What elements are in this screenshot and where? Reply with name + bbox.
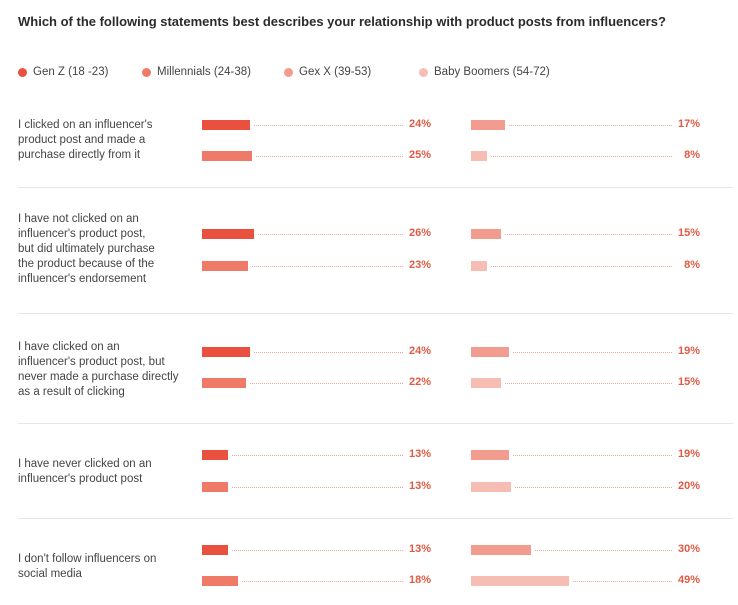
leader-gen-x-row-3 [513, 352, 672, 353]
bar-boomers-row-4 [471, 482, 511, 492]
legend-label-boomers: Baby Boomers (54-72) [434, 66, 550, 78]
value-label-millennials-row-5: 18% [408, 574, 431, 586]
bar-gen-z-row-5 [202, 545, 228, 555]
leader-gen-x-row-5 [535, 550, 672, 551]
row-label-line: influencer's product post, but [18, 356, 165, 368]
value-label-millennials-row-3: 22% [408, 376, 431, 388]
bar-boomers-row-5 [471, 576, 569, 586]
value-label-millennials-row-4: 13% [408, 480, 431, 492]
leader-millennials-row-2 [252, 266, 403, 267]
value-label-millennials-row-1: 25% [408, 149, 431, 161]
legend-label-millennials: Millennials (24-38) [157, 66, 251, 78]
leader-gen-z-row-3 [254, 352, 403, 353]
row-label-line: but did ultimately purchase [18, 243, 155, 255]
bar-millennials-row-5 [202, 576, 238, 586]
leader-gen-z-row-4 [232, 455, 403, 456]
leader-gen-z-row-5 [232, 550, 403, 551]
leader-boomers-row-4 [515, 487, 672, 488]
legend-item-gen-z: Gen Z (18 -23) [18, 66, 108, 78]
value-label-gen-z-row-5: 13% [408, 543, 431, 555]
bar-boomers-row-1 [471, 151, 487, 161]
leader-gen-x-row-2 [505, 234, 672, 235]
row-label-5: I don't follow influencers on social medi… [18, 552, 188, 582]
bar-gen-z-row-3 [202, 347, 250, 357]
row-label-2: I have not clicked on an influencer's pro… [18, 212, 188, 287]
row-divider-4 [18, 518, 733, 519]
bar-gen-z-row-2 [202, 229, 254, 239]
legend-swatch-boomers [419, 67, 428, 77]
bar-boomers-row-3 [471, 378, 501, 388]
bar-millennials-row-4 [202, 482, 228, 492]
value-label-boomers-row-5: 49% [677, 574, 700, 586]
bar-millennials-row-1 [202, 151, 252, 161]
leader-gen-z-row-2 [258, 234, 403, 235]
leader-gen-z-row-1 [254, 125, 403, 126]
value-label-gen-z-row-3: 24% [408, 345, 431, 357]
value-label-gen-x-row-1: 17% [677, 118, 700, 130]
value-label-boomers-row-4: 20% [677, 480, 700, 492]
value-label-gen-z-row-4: 13% [408, 448, 431, 460]
leader-gen-x-row-4 [513, 455, 672, 456]
row-label-line: influencer's product post [18, 473, 143, 485]
leader-boomers-row-5 [573, 581, 672, 582]
row-divider-2 [18, 313, 733, 314]
row-label-4: I have never clicked on an influencer's p… [18, 457, 188, 487]
value-label-millennials-row-2: 23% [408, 259, 431, 271]
row-label-line: I have clicked on an [18, 341, 120, 353]
row-label-line: influencer's endorsement [18, 273, 147, 285]
value-label-boomers-row-2: 8% [684, 259, 700, 271]
leader-millennials-row-1 [256, 156, 403, 157]
row-label-line: never made a purchase directly [18, 371, 179, 383]
row-label-1: I clicked on an influencer's product post… [18, 118, 188, 163]
bar-gen-x-row-5 [471, 545, 531, 555]
row-divider-3 [18, 423, 733, 424]
legend-swatch-gen-z [18, 67, 27, 77]
row-label-line: as a result of clicking [18, 386, 125, 398]
row-label-line: product post and made a [18, 134, 146, 146]
bar-gen-x-row-1 [471, 120, 505, 130]
row-label-line: I have never clicked on an [18, 458, 152, 470]
row-label-3: I have clicked on an influencer's product… [18, 340, 188, 400]
legend-swatch-gen-x [284, 67, 293, 77]
leader-boomers-row-1 [491, 156, 672, 157]
bar-gen-x-row-2 [471, 229, 501, 239]
leader-millennials-row-5 [242, 581, 403, 582]
row-label-line: the product because of the [18, 258, 155, 270]
leader-gen-x-row-1 [509, 125, 672, 126]
value-label-gen-x-row-5: 30% [677, 543, 700, 555]
row-label-line: influencer's product post, [18, 228, 146, 240]
bar-gen-z-row-1 [202, 120, 250, 130]
value-label-gen-x-row-2: 15% [677, 227, 700, 239]
bar-millennials-row-2 [202, 261, 248, 271]
value-label-gen-x-row-3: 19% [677, 345, 700, 357]
leader-boomers-row-3 [505, 383, 672, 384]
bar-millennials-row-3 [202, 378, 246, 388]
row-divider-1 [18, 187, 733, 188]
legend-swatch-millennials [142, 67, 151, 77]
value-label-boomers-row-3: 15% [677, 376, 700, 388]
leader-millennials-row-3 [250, 383, 403, 384]
bar-boomers-row-2 [471, 261, 487, 271]
value-label-gen-x-row-4: 19% [677, 448, 700, 460]
leader-boomers-row-2 [491, 266, 672, 267]
value-label-gen-z-row-2: 26% [408, 227, 431, 239]
legend-item-millennials: Millennials (24-38) [142, 66, 251, 78]
value-label-gen-z-row-1: 24% [408, 118, 431, 130]
row-label-line: I have not clicked on an [18, 213, 139, 225]
legend-label-gen-x: Gex X (39-53) [299, 66, 372, 78]
value-label-boomers-row-1: 8% [684, 149, 700, 161]
row-label-line: social media [18, 568, 82, 580]
legend-item-gen-x: Gex X (39-53) [284, 66, 371, 78]
row-label-line: I don't follow influencers on [18, 553, 157, 565]
row-label-line: purchase directly from it [18, 149, 141, 161]
row-label-line: I clicked on an influencer's [18, 119, 153, 131]
bar-gen-z-row-4 [202, 450, 228, 460]
leader-millennials-row-4 [232, 487, 403, 488]
legend-label-gen-z: Gen Z (18 -23) [33, 66, 109, 78]
chart-title: Which of the following statements best d… [18, 14, 666, 29]
bar-gen-x-row-4 [471, 450, 509, 460]
legend-item-boomers: Baby Boomers (54-72) [419, 66, 550, 78]
bar-gen-x-row-3 [471, 347, 509, 357]
